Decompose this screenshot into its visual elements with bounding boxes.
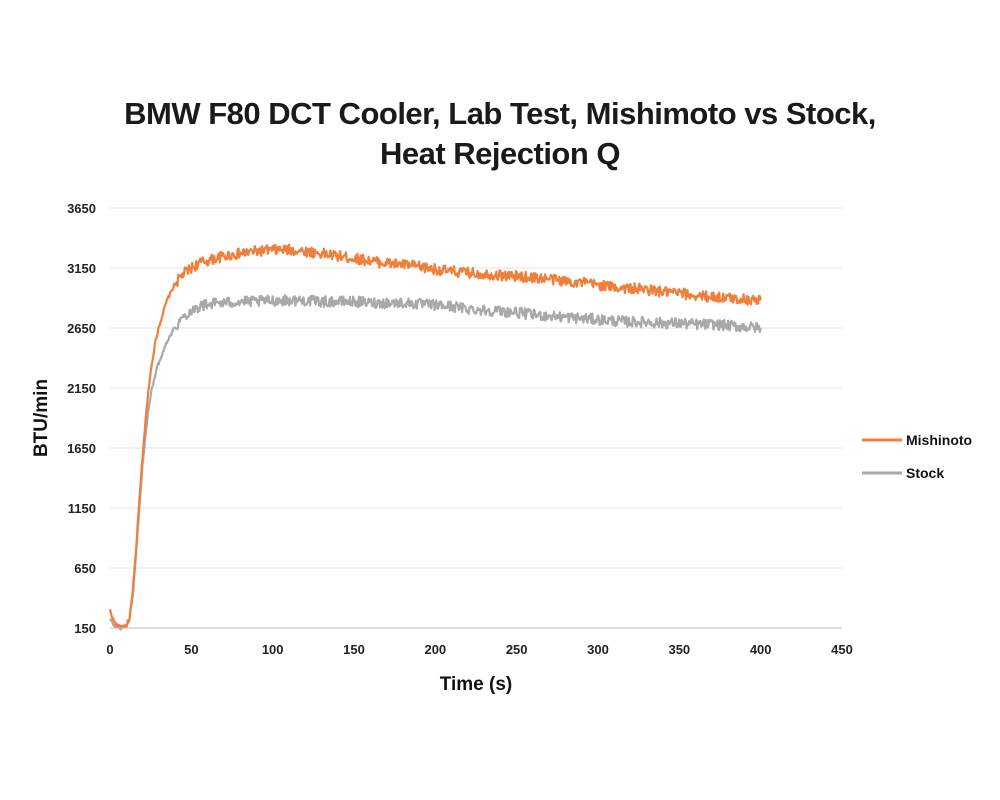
grid-lines — [110, 207, 842, 569]
x-axis-title: Time (s) — [440, 674, 513, 695]
x-tick-label-2: 100 — [262, 642, 284, 657]
y-tick-label-6: 3150 — [67, 261, 96, 276]
x-tick-label-8: 400 — [750, 642, 772, 657]
y-tick-label-4: 2150 — [67, 381, 96, 396]
x-tick-label-6: 300 — [587, 642, 609, 657]
x-tick-labels: 0 50 100 150 200 250 300 350 400 450 — [106, 642, 852, 657]
series-line-stock — [109, 294, 762, 631]
x-tick-label-7: 350 — [668, 642, 690, 657]
x-tick-label-3: 150 — [343, 642, 365, 657]
x-tick-label-9: 450 — [831, 642, 853, 657]
x-tick-label-4: 200 — [424, 642, 446, 657]
x-tick-label-5: 250 — [506, 642, 528, 657]
y-tick-label-1: 650 — [74, 561, 96, 576]
y-tick-label-7: 3650 — [67, 201, 96, 216]
chart-title: BMW F80 DCT Cooler, Lab Test, Mishimoto … — [0, 94, 1000, 174]
x-tick-label-1: 50 — [184, 642, 198, 657]
chart-title-line-1: BMW F80 DCT Cooler, Lab Test, Mishimoto … — [124, 96, 876, 131]
y-tick-label-3: 1650 — [67, 441, 96, 456]
series-lines — [108, 243, 762, 631]
y-tick-label-2: 1150 — [68, 501, 96, 516]
legend-label-stock: Stock — [906, 465, 944, 481]
x-tick-label-0: 0 — [106, 642, 113, 657]
legend-label-mishinoto: Mishinoto — [906, 432, 972, 448]
y-tick-label-5: 2650 — [67, 321, 96, 336]
chart-title-line-2: Heat Rejection Q — [379, 136, 621, 171]
legend: Mishinoto Stock — [862, 432, 972, 481]
y-axis-title: BTU/min — [31, 379, 52, 457]
y-tick-label-0: 150 — [74, 621, 96, 636]
series-line-mishinoto — [108, 243, 762, 629]
y-tick-labels: 150 650 1150 1650 2150 2650 3150 3650 — [67, 201, 96, 636]
